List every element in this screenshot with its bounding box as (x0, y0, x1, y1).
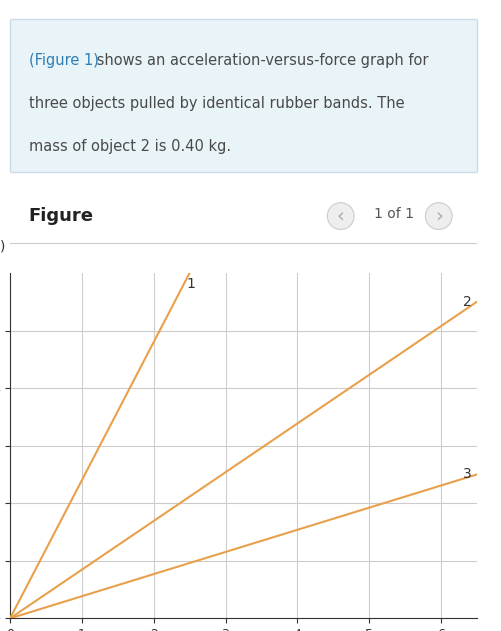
Text: shows an acceleration-versus-force graph for: shows an acceleration-versus-force graph… (92, 53, 427, 68)
Text: 1: 1 (186, 278, 194, 292)
Text: 1 of 1: 1 of 1 (373, 206, 413, 221)
FancyBboxPatch shape (10, 19, 476, 172)
Text: three objects pulled by identical rubber bands. The: three objects pulled by identical rubber… (29, 96, 403, 110)
Text: 3: 3 (461, 468, 470, 481)
Text: $a$ (m/s$^2$): $a$ (m/s$^2$) (0, 236, 6, 256)
Text: ›: › (434, 206, 442, 226)
Text: (Figure 1): (Figure 1) (29, 53, 98, 68)
Text: mass of object 2 is 0.40 kg.: mass of object 2 is 0.40 kg. (29, 139, 230, 154)
Text: Figure: Figure (29, 206, 94, 225)
Text: ‹: ‹ (336, 206, 344, 226)
Text: 2: 2 (461, 295, 470, 309)
